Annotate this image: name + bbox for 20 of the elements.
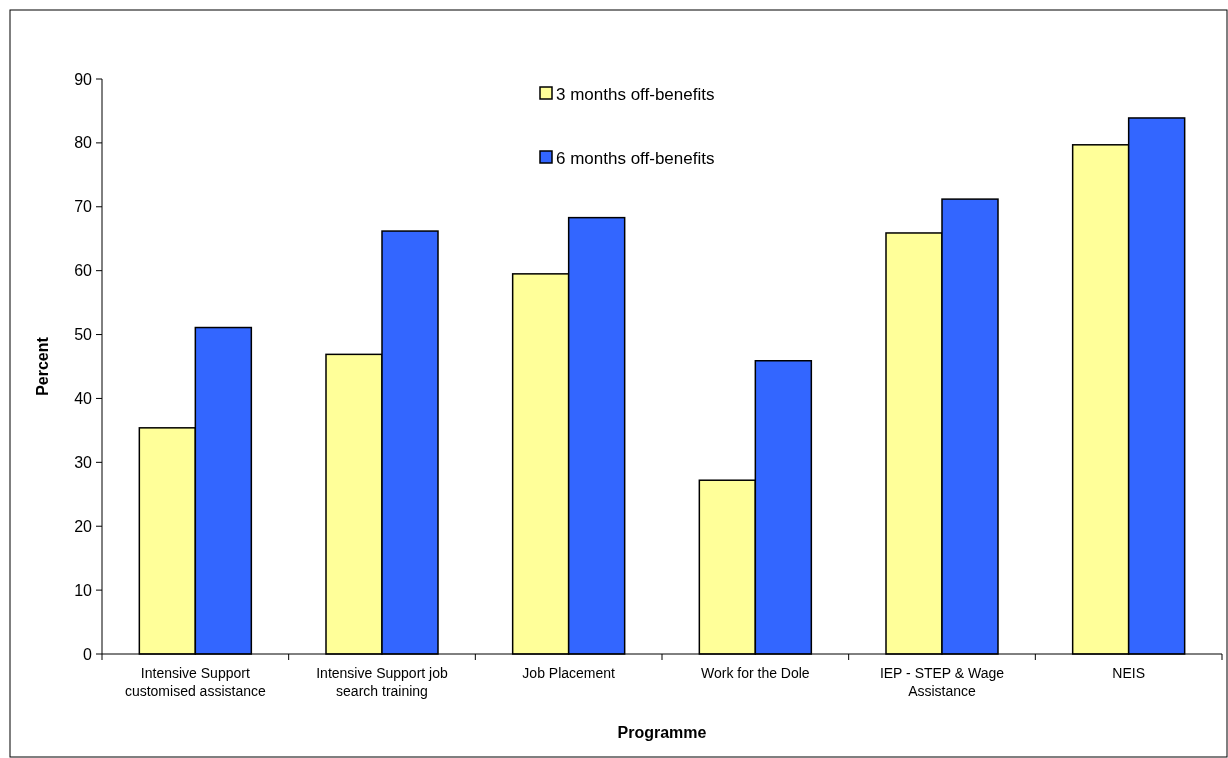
y-tick-label: 70 <box>74 198 93 216</box>
y-tick-label: 40 <box>74 390 93 408</box>
y-tick-label: 50 <box>74 326 93 344</box>
y-tick-label: 80 <box>74 134 93 152</box>
y-axis-title: Percent <box>34 336 51 396</box>
x-tick-label: Intensive Support job search training <box>316 665 448 699</box>
x-tick-label: Work for the Dole <box>701 665 810 681</box>
y-tick-label: 60 <box>74 262 93 280</box>
x-tick-label: IEP - STEP & Wage Assistance <box>879 665 1005 699</box>
x-tick-label: Job Placement <box>522 665 616 681</box>
legend-label: 6 months off-benefits <box>556 148 715 168</box>
x-tick-label: Intensive Support customised assistance <box>124 665 266 699</box>
x-axis-title: Programme <box>617 724 707 741</box>
y-tick-label: 90 <box>74 70 93 88</box>
legend-label: 3 months off-benefits <box>556 84 715 104</box>
y-tick-label: 30 <box>74 453 93 471</box>
y-tick-label: 20 <box>74 517 93 535</box>
x-tick-label: NEIS <box>1112 665 1146 681</box>
y-tick-label: 0 <box>83 645 93 663</box>
y-tick-label: 10 <box>74 581 93 599</box>
